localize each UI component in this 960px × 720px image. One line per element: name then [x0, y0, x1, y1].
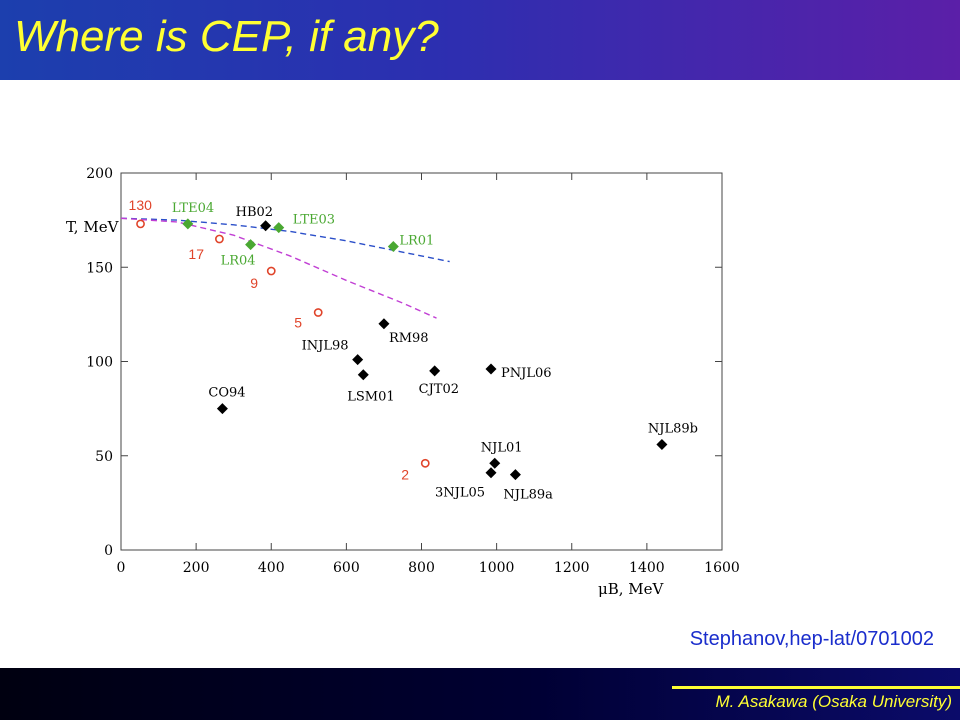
rhic-point-label: 2: [401, 466, 409, 482]
rhic-point-marker: [266, 266, 276, 276]
footer-bar: M. Asakawa (Osaka University): [0, 668, 960, 720]
magenta-dashed-curve: [120, 217, 437, 319]
lattice-point-label: LTE04: [172, 201, 214, 216]
rhic-point-label: 130: [129, 197, 153, 213]
model-point-label: PNJL06: [501, 366, 552, 381]
model-point-label: RM98: [389, 331, 429, 346]
rhic-point-label: 17: [188, 246, 204, 262]
model-point-marker: [357, 369, 369, 381]
x-tick-label: 400: [258, 560, 285, 576]
y-axis-label: T, MeV: [66, 218, 120, 236]
lattice-point-label: LTE03: [293, 213, 335, 228]
blue-dashed-curve: [120, 217, 450, 263]
lattice-point-marker: [245, 239, 257, 251]
model-point-label: 3NJL05: [435, 486, 485, 501]
footer-divider: [672, 686, 960, 689]
x-tick-label: 600: [333, 560, 360, 576]
x-axis-label: μB, MeV: [598, 580, 665, 598]
model-point-label: INJL98: [302, 339, 349, 354]
rhic-point-label: 5: [294, 314, 302, 330]
y-tick-label: 0: [104, 543, 113, 559]
model-point-marker: [485, 467, 497, 479]
y-tick-label: 100: [86, 355, 113, 371]
model-point-marker: [429, 365, 441, 377]
model-point-label: LSM01: [347, 390, 394, 405]
rhic-point-marker: [215, 234, 224, 244]
x-tick-label: 1000: [479, 560, 515, 576]
model-point-marker: [260, 220, 272, 232]
lattice-point-label: LR01: [399, 234, 434, 249]
model-point-label: NJL89b: [648, 421, 698, 436]
lattice-point-label: LR04: [221, 254, 256, 269]
rhic-point-marker: [420, 458, 430, 468]
model-point-label: CJT02: [419, 382, 459, 397]
lattice-point-marker: [387, 241, 399, 253]
x-tick-label: 800: [408, 560, 435, 576]
author-affiliation: M. Asakawa (Osaka University): [715, 692, 952, 711]
model-point-label: NJL89a: [503, 488, 553, 503]
y-tick-label: 50: [95, 449, 113, 465]
y-tick-label: 150: [86, 260, 113, 276]
rhic-point-marker: [136, 219, 145, 229]
rhic-point-marker: [313, 308, 323, 317]
slide-title: Where is CEP, if any?: [14, 12, 439, 61]
model-point-marker: [509, 469, 521, 481]
model-point-label: CO94: [208, 386, 245, 401]
lattice-point-marker: [273, 222, 285, 234]
lattice-point-marker: [182, 218, 194, 230]
x-tick-label: 1600: [704, 560, 740, 576]
citation-text: Stephanov,hep-lat/0701002: [689, 628, 934, 650]
x-tick-label: 200: [183, 560, 210, 576]
y-tick-label: 200: [86, 166, 113, 182]
x-tick-label: 0: [117, 560, 126, 576]
model-point-marker: [485, 363, 497, 375]
x-tick-label: 1400: [629, 560, 665, 576]
model-point-marker: [352, 354, 364, 366]
model-point-label: HB02: [236, 205, 273, 220]
model-point-marker: [656, 438, 668, 450]
rhic-point-label: 9: [250, 275, 258, 291]
x-tick-label: 1200: [554, 560, 590, 576]
title-bar: Where is CEP, if any?: [0, 0, 960, 80]
model-point-marker: [489, 457, 501, 469]
model-point-label: NJL01: [481, 440, 523, 455]
model-point-marker: [378, 318, 390, 330]
model-point-marker: [216, 403, 228, 415]
